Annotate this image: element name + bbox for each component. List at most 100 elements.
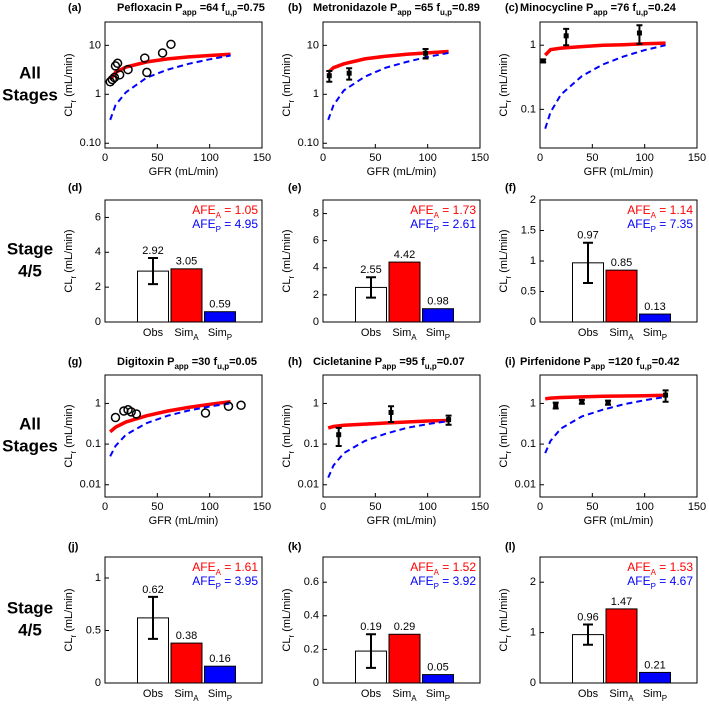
x-tick-label-part: Sim [609, 688, 628, 700]
plot-frame [104, 556, 263, 684]
observed-point [166, 39, 176, 50]
y-tick-label: 0.5 [86, 624, 101, 636]
y-tick-label: 0.01 [515, 479, 536, 491]
x-tick-label: SimA [174, 327, 199, 342]
x-tick-label: SimP [426, 688, 450, 703]
afe-annotation: AFEA = 1.52 [410, 560, 476, 576]
sim-line [327, 420, 449, 478]
y-axis-label-part: CL [281, 279, 293, 293]
x-tick-label: Obs [143, 327, 164, 339]
x-tick-label-part: P [445, 333, 450, 342]
y-axis-label-part: r [504, 100, 513, 103]
error-bar [583, 623, 593, 646]
x-tick-label-part: Obs [143, 688, 164, 700]
y-axis-label-part: r [69, 276, 78, 279]
y-tick-label: 8 [313, 207, 319, 219]
afe-annotation-part: P [216, 225, 221, 234]
panel-label: (g) [68, 356, 82, 368]
error-bar [366, 276, 376, 299]
observed-point [540, 58, 546, 64]
panel-title-part: app [174, 362, 188, 371]
y-tick-label: 0 [313, 316, 319, 328]
y-axis-label-part: CL [281, 454, 293, 468]
afe-annotation-part: P [434, 225, 439, 234]
panel-title-part: app [382, 362, 396, 371]
y-tick-label: 10 [307, 39, 319, 51]
value-label: 0.96 [577, 611, 598, 623]
y-tick-label: 0.1 [86, 438, 101, 450]
panel-label: (c) [505, 2, 519, 14]
plot-frame [104, 199, 263, 323]
x-tick-label: SimA [609, 327, 634, 342]
y-axis-label-part: (mL/min) [281, 53, 293, 99]
panel-title-part: Metronidazole P [313, 2, 397, 14]
y-axis-label-part: (mL/min) [498, 53, 510, 99]
y-tick-label: 2 [95, 281, 101, 293]
y-tick-label: 0.4 [304, 610, 319, 622]
value-label: 4.42 [394, 249, 415, 261]
x-tick-label-part: Sim [174, 688, 193, 700]
y-axis-label-part: CL [63, 279, 75, 293]
observed-point [236, 400, 246, 411]
afe-annotation-part: AFE [192, 560, 215, 574]
sim-line [544, 395, 666, 454]
y-tick-label: 2 [313, 289, 319, 301]
y-axis-label-part: (mL/min) [281, 588, 293, 634]
x-tick-label-part: A [193, 694, 199, 703]
x-axis-label: GFR (mL/min) [584, 515, 654, 527]
bar [605, 269, 638, 323]
y-axis-label-part: CL [63, 454, 75, 468]
panel-label: (e) [288, 182, 302, 194]
x-tick-label-part: A [628, 333, 634, 342]
afe-annotation: AFEP = 3.92 [410, 574, 476, 590]
sim-line [109, 399, 231, 434]
plot-frame [322, 556, 481, 684]
x-tick-label: SimP [426, 327, 450, 342]
x-tick-label: 100 [200, 501, 218, 513]
y-axis-label-part: r [69, 635, 78, 638]
error-bar [366, 633, 376, 669]
y-axis-label-part: (mL/min) [498, 404, 510, 450]
observed-point [346, 70, 352, 76]
error-bar [583, 241, 593, 284]
plot-frame [322, 21, 481, 149]
afe-annotation-part: AFE [410, 217, 433, 231]
bar [204, 311, 236, 323]
panel-title-part: =30 f [189, 356, 218, 368]
bar [355, 286, 387, 323]
observed-point [109, 72, 120, 83]
panel-title-part: Pefloxacin P [117, 2, 182, 14]
value-label: 0.62 [142, 584, 163, 596]
y-tick-label: 1 [530, 627, 536, 639]
plot-frame [539, 199, 698, 323]
panel-title-part: app [591, 362, 605, 371]
y-axis-label: CLr (mL/min) [498, 229, 513, 292]
bar [422, 674, 454, 684]
y-axis-label-part: CL [498, 103, 510, 117]
x-tick-label-part: A [411, 694, 417, 703]
x-tick-label: SimA [174, 688, 199, 703]
x-tick-label-part: P [662, 694, 667, 703]
afe-annotation: AFEP = 2.61 [410, 217, 476, 233]
bar [388, 633, 421, 684]
y-tick-label: 2 [530, 194, 536, 206]
y-tick-label: 0 [530, 316, 536, 328]
panel-label: (f) [505, 182, 516, 194]
observed-point [157, 48, 168, 58]
afe-annotation-part: P [651, 582, 656, 591]
y-axis-label-part: (mL/min) [63, 229, 75, 275]
y-axis-label: CLr (mL/min) [63, 229, 78, 292]
panel-title-part: =76 f [608, 2, 637, 14]
panel-label: (b) [288, 2, 302, 14]
sim-line [108, 52, 231, 81]
y-axis-label-part: (mL/min) [63, 53, 75, 99]
value-label: 0.21 [644, 659, 665, 671]
error-bar [148, 595, 158, 640]
observed-point [579, 399, 585, 405]
afe-annotation: AFEA = 1.61 [192, 560, 258, 576]
x-tick-label: SimP [208, 327, 232, 342]
x-tick-label: Obs [361, 688, 382, 700]
x-tick-label: 100 [418, 152, 436, 164]
y-tick-label: 0 [95, 677, 101, 689]
y-tick-label: 10 [89, 39, 101, 51]
